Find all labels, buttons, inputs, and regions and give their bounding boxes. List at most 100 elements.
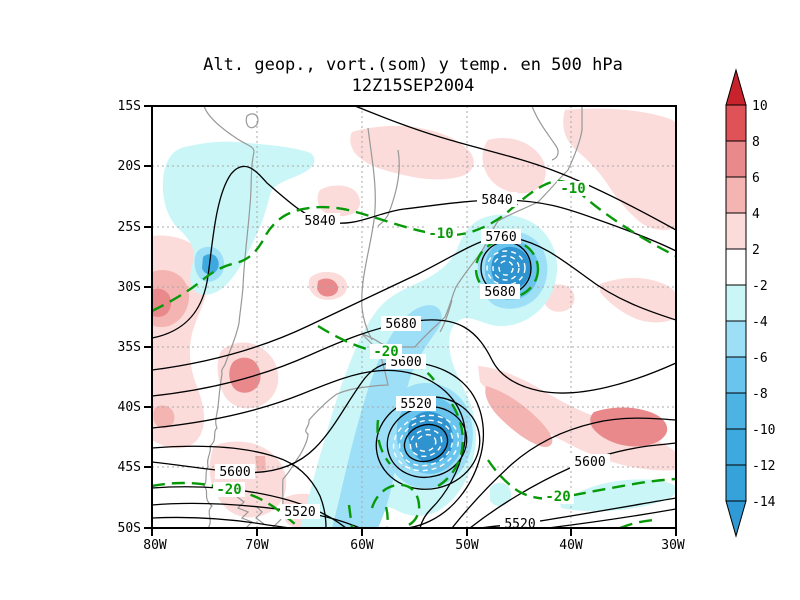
height-label-text: 5600 (219, 465, 250, 480)
lon-label-50w: 50W (455, 538, 479, 553)
river-paraguay-parana (361, 127, 376, 341)
low-a-white-ring-2 (492, 255, 520, 281)
colorbar-tick-m12: -12 (752, 459, 775, 474)
label-mask (570, 454, 610, 469)
vorticity-lowb-loop-south (370, 483, 421, 528)
lon-label-30w: 30W (661, 538, 685, 553)
chart-subtitle-datetime: 12Z15SEP2004 (352, 76, 475, 96)
vorticity-lowb-arc-west (376, 419, 391, 465)
warm-shading-ne-column (563, 108, 676, 230)
vorticity-bottom-piece-3 (619, 518, 655, 528)
colorbar-segment (725, 212, 747, 250)
geopotential-contour-filler-sw (152, 445, 327, 528)
height-label-5840-a: 5840 (300, 213, 340, 229)
geopotential-contour-5640 (152, 369, 466, 528)
label-mask (370, 344, 402, 359)
geopotential-contour-5560 (152, 486, 347, 528)
low-b-white-ring-2 (409, 428, 443, 458)
colorbar-tick-m14: -14 (752, 495, 776, 510)
coastline-south-america (203, 106, 255, 528)
height-label-text: 5520 (504, 517, 535, 532)
height-label-5600-c: 5600 (570, 454, 610, 470)
cold-shading-nw-core2 (202, 254, 219, 275)
warm-shading-top-band-2 (482, 138, 546, 194)
colorbar-segment (725, 248, 747, 286)
geopotential-contour-5680-open (152, 319, 676, 397)
axes-layer: 15S 20S 25S 30S 35S 40S 45S 50S 80W 70W … (118, 99, 685, 553)
label-mask (480, 284, 520, 299)
vorticity-bottom-piece-1 (347, 504, 354, 528)
height-label-text: 5520 (400, 397, 431, 412)
vort-label-text: -20 (216, 482, 241, 498)
lon-label-70w: 70W (245, 538, 269, 553)
label-mask (213, 482, 245, 497)
lat-label-20s: 20S (118, 159, 141, 174)
colorbar-tick-m8: -8 (752, 387, 768, 402)
geopotential-contour-5640-east (451, 417, 676, 528)
colorbar-segment (725, 428, 747, 466)
cold-shading-lowB-core (408, 411, 454, 464)
vort-label-minus10-b: -10 (557, 181, 589, 197)
axis-ticks (144, 105, 677, 536)
geopotential-contour-5480-east (547, 508, 676, 528)
warm-shading-se-core (590, 407, 668, 447)
colorbar-segment (725, 320, 747, 358)
geopotential-contour-5480-ring (403, 423, 449, 463)
lat-label-50s: 50S (118, 521, 141, 536)
low-a-white-ring-1 (498, 260, 514, 276)
geopotential-contour-5880 (354, 106, 676, 231)
height-label-5840-b: 5840 (477, 192, 517, 208)
colorbar-tick-m6: -6 (752, 351, 768, 366)
warm-shading-patagonia-1 (209, 441, 287, 518)
colorbar-tick-2: 2 (752, 243, 760, 258)
colorbar-segment (725, 392, 747, 430)
low-b-white-ring-4 (392, 414, 460, 472)
vort-label-minus10-a: -10 (425, 226, 457, 242)
lat-label-35s: 35S (118, 340, 141, 355)
colorbar-segment (725, 284, 747, 322)
height-label-5680-a: 5680 (381, 316, 421, 332)
geopotential-contour-5760 (152, 236, 676, 371)
vorticity-lowb-arc-east (437, 403, 464, 488)
lat-label-25s: 25S (118, 220, 141, 235)
colorbar-tick-4: 4 (752, 207, 760, 222)
height-label-text: 5600 (574, 455, 605, 470)
warm-shading-se-streak (485, 386, 553, 448)
colorbar-tick-6: 6 (752, 171, 760, 186)
height-label-5520-c: 5520 (500, 516, 540, 532)
height-label-5600-a: 5600 (215, 464, 255, 480)
lat-label-45s: 45S (118, 460, 141, 475)
lat-label-15s: 15S (118, 99, 141, 114)
colorbar: 10 8 6 4 2 -2 -4 -6 -8 -10 -12 -14 (725, 68, 776, 538)
river-upper-parana (377, 149, 400, 227)
vorticity-bottom-piece-2 (384, 506, 389, 528)
low-b-white-ring-1 (415, 434, 437, 452)
chart-title: Alt. geop., vort.(som) y temp. en 500 hP… (203, 55, 623, 75)
colorbar-arrow-bottom (725, 500, 747, 538)
colorbar-segment (725, 176, 747, 214)
vort-label-minus20-a: -20 (370, 344, 402, 360)
height-label-text: 5520 (284, 505, 315, 520)
low-b-white-ring-3 (398, 419, 454, 467)
label-mask (396, 396, 436, 411)
vort-label-text: -10 (428, 226, 453, 242)
height-label-text: 5680 (484, 285, 515, 300)
label-mask (477, 192, 517, 207)
colorbar-tick-10: 10 (752, 99, 768, 114)
cold-shading-se-small (490, 482, 512, 507)
label-mask (215, 464, 255, 479)
vort-label-minus20-b: -20 (213, 482, 245, 498)
warm-shading-east-mid (600, 277, 676, 323)
label-mask (481, 229, 521, 244)
label-mask (542, 489, 574, 504)
colorbar-segment (725, 464, 747, 502)
label-mask (280, 504, 320, 519)
lon-label-60w: 60W (350, 538, 374, 553)
label-mask (300, 213, 340, 228)
river-uruguay (439, 299, 453, 333)
label-mask (425, 226, 457, 241)
warm-shading-paraguay-core (317, 278, 339, 297)
warm-shading-small-left (153, 405, 175, 429)
